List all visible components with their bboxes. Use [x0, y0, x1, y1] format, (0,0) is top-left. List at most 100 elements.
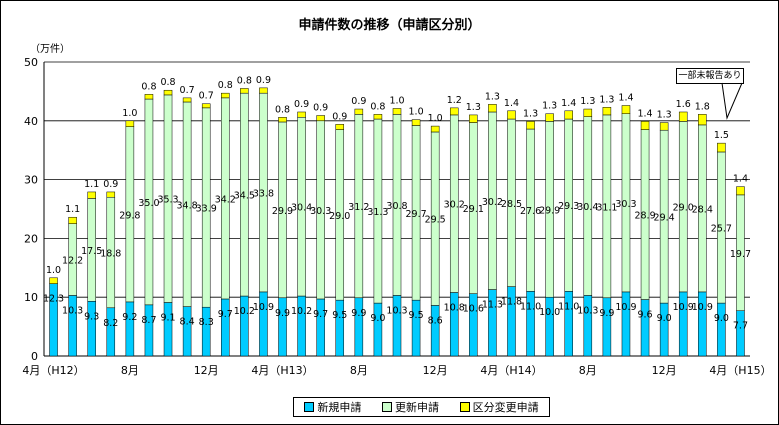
legend-item-new: 新規申請 — [304, 399, 361, 415]
data-label-new: 10.6 — [463, 304, 484, 315]
bar-segment — [449, 107, 459, 116]
bar-segment — [201, 103, 211, 109]
data-label-renew: 28.9 — [634, 211, 655, 222]
legend-item-change: 区分変更申請 — [459, 399, 539, 415]
data-label-new: 10.2 — [234, 306, 255, 317]
data-label-new: 8.4 — [180, 317, 195, 328]
data-label-new: 9.7 — [218, 309, 233, 320]
data-label-new: 11.8 — [501, 297, 522, 308]
bar-segment — [221, 298, 230, 357]
data-label-change: 1.3 — [599, 94, 614, 105]
data-label-change: 1.0 — [122, 108, 137, 119]
data-label-new: 10.3 — [577, 305, 598, 316]
data-label-renew: 29.1 — [463, 204, 484, 215]
data-label-new: 10.9 — [253, 302, 274, 313]
data-label-renew: 19.7 — [730, 249, 751, 260]
data-label-new: 9.1 — [160, 312, 175, 323]
data-label-new: 9.5 — [332, 310, 347, 321]
x-tick-label: 12月 — [652, 364, 677, 377]
data-label-change: 0.7 — [180, 85, 195, 96]
data-label-change: 1.1 — [84, 179, 99, 190]
bar-segment — [297, 111, 306, 118]
x-tick-label: 8月 — [350, 364, 368, 377]
data-label-change: 1.8 — [695, 101, 710, 112]
bar-segment — [87, 191, 96, 199]
data-label-new: 8.7 — [141, 315, 156, 326]
data-label-change: 0.8 — [275, 104, 290, 115]
data-label-new: 9.0 — [714, 313, 729, 324]
bar-segment — [659, 302, 669, 357]
chart-title: 申請件数の推移（申請区分別） — [298, 18, 481, 33]
data-label-new: 10.9 — [692, 302, 713, 313]
legend-swatch-new — [304, 402, 315, 412]
data-label-renew: 31.3 — [367, 207, 388, 218]
bar-segment — [201, 306, 211, 357]
bar-segment — [736, 186, 745, 196]
data-label-new: 10.9 — [615, 302, 636, 313]
data-label-renew: 28.4 — [692, 204, 713, 215]
bar-segment — [125, 301, 135, 357]
bar-segment — [602, 107, 612, 116]
bar-segment — [106, 191, 116, 198]
x-tick-label: 4月（H15） — [709, 364, 771, 377]
y-tick-label: 10 — [24, 291, 38, 304]
data-label-new: 9.0 — [370, 313, 385, 324]
data-label-new: 9.9 — [351, 308, 366, 319]
legend-swatch-renew — [381, 402, 392, 412]
data-label-change: 1.3 — [580, 96, 595, 107]
bar-segment — [430, 305, 440, 357]
data-label-change: 1.1 — [65, 204, 80, 215]
data-label-change: 0.9 — [256, 75, 271, 86]
data-label-change: 1.3 — [485, 91, 500, 102]
data-label-change: 1.3 — [523, 108, 538, 119]
bar-segment — [717, 142, 726, 153]
data-label-renew: 35.3 — [157, 195, 178, 206]
data-label-renew: 30.3 — [310, 206, 331, 217]
bar-segment — [316, 115, 325, 122]
bar-segment — [564, 110, 573, 120]
data-label-new: 8.6 — [428, 315, 443, 326]
data-label-renew: 29.3 — [558, 201, 579, 212]
data-label-change: 0.9 — [294, 99, 309, 110]
data-label-renew: 30.3 — [615, 199, 636, 210]
data-label-renew: 29.4 — [654, 213, 675, 224]
x-tick-label: 8月 — [579, 364, 597, 377]
data-label-renew: 30.8 — [386, 201, 407, 212]
data-label-renew: 18.8 — [100, 249, 121, 260]
bar-segment — [411, 299, 421, 357]
bar-segment — [144, 304, 154, 357]
chart-legend: 新規申請 更新申請 区分変更申請 — [293, 397, 550, 417]
data-label-change: 1.4 — [561, 98, 576, 109]
bar-segment — [240, 295, 249, 357]
data-label-renew: 33.8 — [253, 189, 274, 200]
x-tick-label: 8月 — [121, 364, 139, 377]
data-label-new: 10.0 — [539, 307, 560, 318]
legend-swatch-change — [459, 402, 470, 412]
bar-segment — [430, 125, 440, 133]
data-label-change: 1.3 — [466, 102, 481, 113]
x-tick-label: 4月（H12） — [22, 364, 84, 377]
y-tick-label: 50 — [24, 56, 38, 69]
data-label-renew: 30.4 — [291, 203, 312, 214]
bar-segment — [316, 298, 325, 357]
data-label-renew: 29.0 — [673, 203, 694, 214]
data-label-renew: 29.0 — [329, 211, 350, 222]
data-label-renew: 29.7 — [406, 209, 427, 220]
bar-segment — [163, 89, 173, 96]
data-label-new: 11.0 — [558, 301, 579, 312]
bar-segment — [659, 122, 669, 131]
data-label-change: 1.4 — [618, 93, 633, 104]
data-label-renew: 31.2 — [348, 202, 369, 213]
y-tick-label: 30 — [24, 174, 38, 187]
data-label-change: 0.8 — [141, 81, 156, 92]
data-label-change: 0.8 — [218, 80, 233, 91]
bar-segment — [678, 111, 688, 122]
data-label-renew: 29.8 — [119, 210, 140, 221]
data-label-new: 7.7 — [733, 321, 748, 332]
data-label-change: 1.4 — [637, 108, 652, 119]
data-label-new: 10.2 — [291, 306, 312, 317]
data-label-change: 1.4 — [733, 174, 748, 185]
data-label-renew: 33.9 — [196, 204, 217, 215]
data-label-new: 9.7 — [313, 309, 328, 320]
bar-segment — [392, 108, 402, 115]
